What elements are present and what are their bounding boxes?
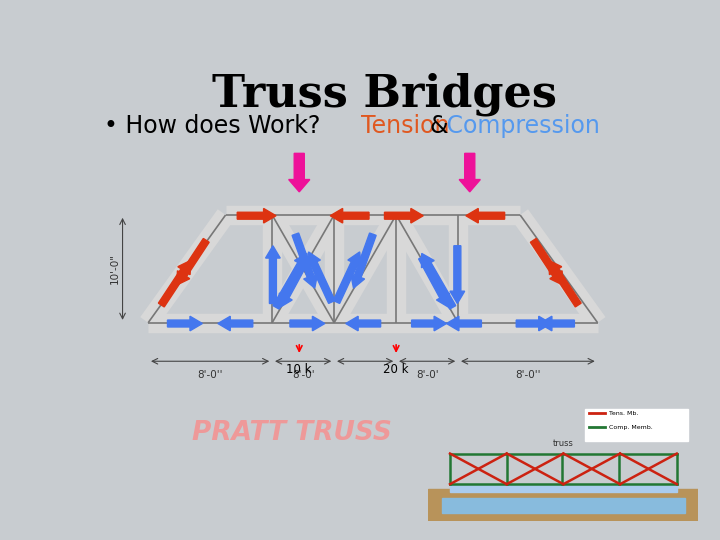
Text: 10 k: 10 k: [287, 363, 312, 376]
FancyArrow shape: [289, 153, 310, 192]
FancyArrow shape: [351, 233, 376, 288]
Bar: [442, 498, 685, 512]
FancyBboxPatch shape: [585, 409, 688, 441]
FancyArrow shape: [539, 316, 575, 331]
Text: Compression: Compression: [438, 114, 600, 138]
FancyArrow shape: [307, 252, 335, 303]
FancyArrow shape: [238, 208, 276, 223]
Text: Comp. Memb.: Comp. Memb.: [609, 424, 653, 430]
FancyArrow shape: [459, 153, 480, 192]
FancyArrow shape: [158, 260, 191, 307]
Text: 20 k: 20 k: [383, 363, 409, 376]
FancyArrow shape: [446, 316, 482, 331]
Text: Tens. Mb.: Tens. Mb.: [609, 411, 639, 416]
FancyArrow shape: [177, 239, 210, 285]
Text: PRATT TRUSS: PRATT TRUSS: [192, 420, 392, 446]
Text: Truss Bridges: Truss Bridges: [212, 72, 557, 116]
FancyArrow shape: [412, 316, 446, 331]
Text: 8'-0': 8'-0': [292, 370, 315, 380]
FancyArrow shape: [421, 253, 456, 309]
FancyArrow shape: [346, 316, 381, 331]
FancyArrow shape: [384, 208, 423, 223]
Bar: [428, 489, 698, 521]
FancyArrow shape: [290, 316, 325, 331]
Text: 8'-0'': 8'-0'': [197, 370, 223, 380]
FancyArrow shape: [516, 316, 551, 331]
Text: 8'-0': 8'-0': [416, 370, 438, 380]
FancyArrow shape: [333, 252, 361, 303]
Text: 10'-0": 10'-0": [109, 253, 120, 285]
FancyArrow shape: [279, 255, 310, 307]
FancyArrow shape: [218, 316, 253, 331]
Text: 8'-0'': 8'-0'': [515, 370, 541, 380]
FancyArrow shape: [531, 239, 563, 285]
Text: &: &: [429, 114, 448, 138]
FancyArrow shape: [549, 260, 581, 307]
Text: truss: truss: [553, 439, 574, 448]
FancyArrow shape: [292, 233, 318, 288]
Bar: [450, 484, 677, 491]
FancyArrow shape: [168, 316, 202, 331]
FancyArrow shape: [450, 246, 464, 303]
FancyArrow shape: [330, 208, 369, 223]
FancyArrow shape: [266, 246, 280, 303]
FancyArrow shape: [466, 208, 505, 223]
Text: • How does Work?: • How does Work?: [104, 114, 320, 138]
FancyArrow shape: [273, 253, 307, 309]
Text: Tension: Tension: [361, 114, 450, 138]
FancyArrow shape: [418, 255, 449, 307]
